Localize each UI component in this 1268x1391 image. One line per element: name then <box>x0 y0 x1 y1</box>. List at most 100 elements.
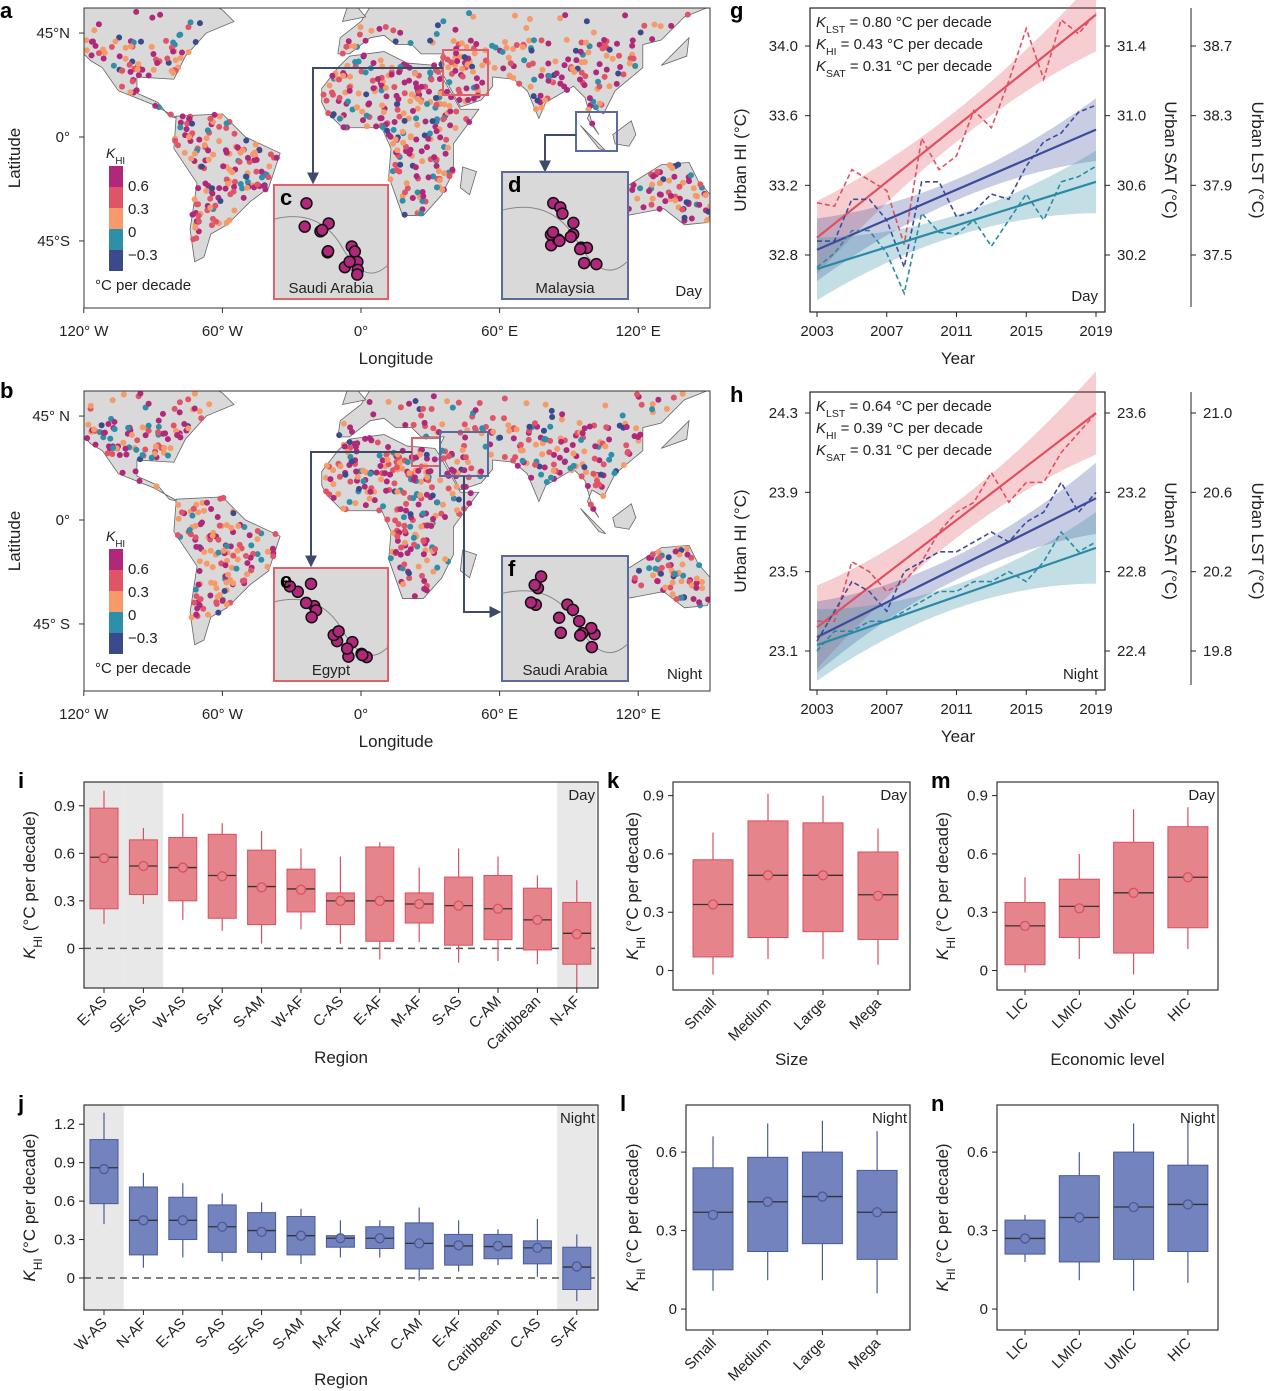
k-subscript: SAT <box>826 68 846 80</box>
city-dot <box>466 10 473 17</box>
city-dot <box>231 130 238 137</box>
city-dot <box>397 506 404 513</box>
city-dot <box>562 12 569 19</box>
x-axis-label: Longitude <box>359 349 434 368</box>
city-dot <box>450 495 457 502</box>
inset-label: Malaysia <box>535 280 595 297</box>
city-dot <box>434 499 441 506</box>
city-dot <box>683 199 690 206</box>
x-tick-label: E-AF <box>429 1315 465 1351</box>
city-dot <box>455 399 462 406</box>
city-dot <box>670 394 677 401</box>
city-dot <box>632 62 639 69</box>
city-dot <box>95 50 102 57</box>
city-dot <box>563 36 570 43</box>
city-dot <box>598 471 605 478</box>
city-dot <box>415 501 422 508</box>
city-dot <box>505 54 512 61</box>
city-dot <box>455 496 462 503</box>
city-dot <box>596 457 603 464</box>
k-symbol: K <box>106 528 116 544</box>
city-dot <box>183 126 190 133</box>
city-dot <box>553 234 566 248</box>
y-tick-label: 32.8 <box>769 247 798 264</box>
city-dot <box>195 185 202 192</box>
city-dot <box>414 121 421 128</box>
city-dot <box>155 429 162 436</box>
y-tick-label: 0.6 <box>643 846 664 863</box>
city-dot <box>434 22 441 29</box>
city-dot <box>406 400 413 407</box>
y-tick-label: 0.9 <box>54 798 75 815</box>
city-dot <box>623 424 630 431</box>
y-tick-label: 0.9 <box>643 788 664 805</box>
box-m-af <box>325 1220 355 1258</box>
city-dot <box>163 37 170 44</box>
city-dot <box>170 48 177 55</box>
city-dot <box>693 584 700 591</box>
city-dot <box>550 461 557 468</box>
mean-marker <box>1128 887 1139 898</box>
mean-marker <box>335 895 346 906</box>
inset-map: d Malaysia <box>501 171 629 300</box>
city-dot <box>707 203 710 210</box>
city-dot <box>217 198 224 205</box>
city-dot <box>359 117 366 124</box>
city-dot <box>578 436 585 443</box>
y-axis-label: KHI (°C per decade) <box>623 1143 648 1291</box>
city-dot <box>174 432 181 439</box>
city-dot <box>671 570 678 577</box>
city-dot <box>681 214 688 221</box>
city-dot <box>404 459 411 466</box>
city-dot <box>360 478 367 485</box>
city-dot <box>89 38 96 45</box>
city-dot <box>181 149 188 156</box>
city-dot <box>430 568 437 575</box>
map-frame <box>83 7 711 309</box>
city-dot <box>126 61 133 68</box>
y-tick-label: 0 <box>656 963 664 980</box>
city-dot <box>105 421 112 428</box>
inset-frame <box>273 184 389 300</box>
city-dot <box>678 578 685 585</box>
city-dot <box>383 93 390 100</box>
city-dot <box>577 48 584 55</box>
city-dot <box>441 455 448 462</box>
city-dot <box>202 180 209 187</box>
annual-series-hi <box>817 104 1097 271</box>
city-dot <box>680 572 687 579</box>
city-dot <box>376 452 383 459</box>
city-dot <box>490 428 497 435</box>
k-subscript: SAT <box>826 452 846 464</box>
city-dot <box>461 54 468 61</box>
city-dot <box>385 443 392 450</box>
city-dot <box>152 443 159 450</box>
x-tick-label: HIC <box>1164 1335 1194 1365</box>
city-dot <box>184 120 191 127</box>
city-dot <box>110 62 117 69</box>
city-dot <box>672 548 679 555</box>
mean-marker <box>414 898 425 910</box>
x-tick-label: 0° <box>354 323 368 340</box>
city-dot <box>391 119 398 126</box>
x-axis-label: Year <box>941 349 976 368</box>
city-dot <box>429 492 436 499</box>
x-tick-label: S-AM <box>230 993 269 1032</box>
city-dot <box>646 187 653 194</box>
box-e-as <box>89 790 119 924</box>
city-dot <box>556 207 569 220</box>
city-dot <box>340 505 347 512</box>
x-tick-label: W-AF <box>348 1315 387 1354</box>
city-dot <box>205 147 212 154</box>
city-dot <box>109 397 116 404</box>
colorbar-unit: °C per decade <box>95 277 191 294</box>
city-dot <box>346 498 353 505</box>
box-chart-m: LIC LMIC UMIC HIC 0 0.3 0.6 0.9 Day Economic leve… <box>933 781 1219 1069</box>
city-dot <box>665 562 672 569</box>
city-dot <box>578 59 585 66</box>
city-dot <box>208 579 215 586</box>
k-symbol: K <box>623 948 642 960</box>
city-dot <box>567 465 574 472</box>
